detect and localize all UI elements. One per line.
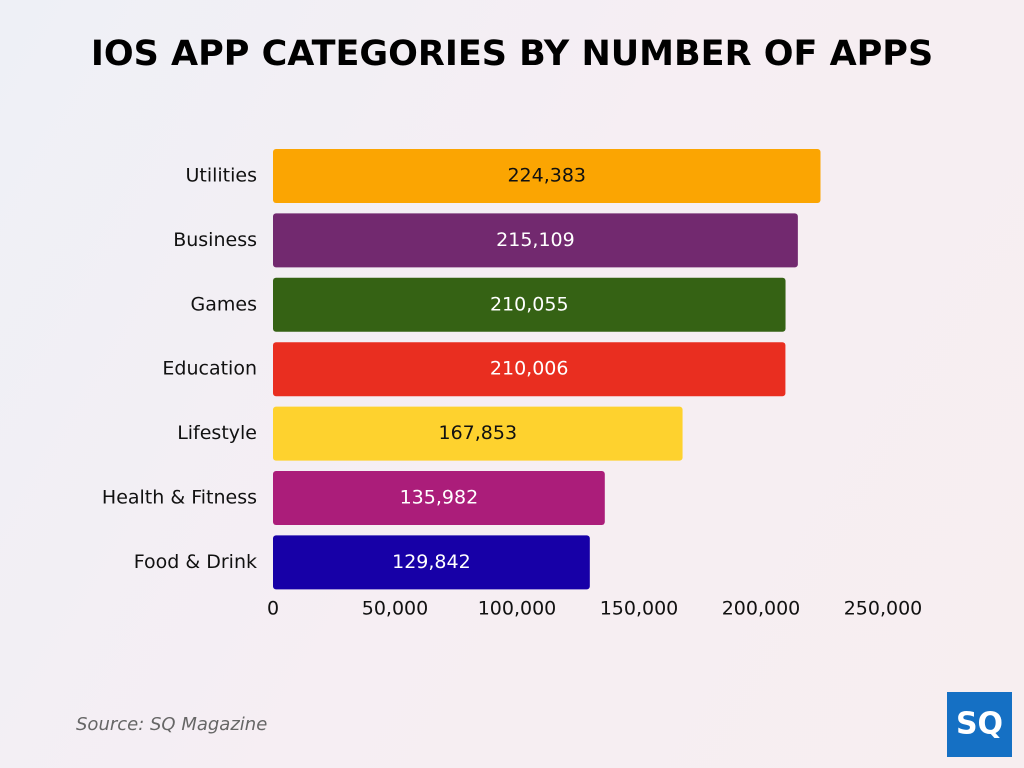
- value-label: 129,842: [392, 551, 471, 573]
- x-tick-label: 250,000: [844, 598, 923, 620]
- bar: [273, 149, 821, 203]
- y-tick-label: Business: [173, 229, 257, 251]
- bar: [273, 342, 786, 397]
- bar: [273, 535, 590, 590]
- value-label: 135,982: [400, 487, 479, 509]
- logo-text: SQ: [956, 707, 1003, 742]
- chart-title: IOS APP CATEGORIES BY NUMBER OF APPS: [91, 34, 933, 74]
- bar: [273, 406, 683, 461]
- value-label: 167,853: [438, 422, 517, 444]
- y-tick-label: Games: [191, 293, 257, 315]
- source-note: Source: SQ Magazine: [76, 714, 267, 735]
- value-label: 210,006: [490, 358, 569, 380]
- logo-box: [947, 692, 1012, 757]
- x-tick-label: 100,000: [478, 598, 557, 620]
- x-tick-label: 150,000: [600, 598, 679, 620]
- value-label: 210,055: [490, 293, 569, 315]
- y-tick-label: Food & Drink: [134, 551, 257, 573]
- y-tick-label: Health & Fitness: [102, 487, 257, 509]
- y-tick-label: Education: [162, 358, 257, 380]
- y-tick-label: Lifestyle: [177, 422, 257, 444]
- value-label: 224,383: [507, 165, 586, 187]
- bar: [273, 277, 786, 332]
- bar: [273, 213, 798, 268]
- x-tick-label: 0: [267, 598, 279, 620]
- x-tick-label: 50,000: [362, 598, 428, 620]
- bar: [273, 471, 605, 525]
- x-tick-label: 200,000: [722, 598, 801, 620]
- value-label: 215,109: [496, 229, 575, 251]
- y-tick-label: Utilities: [185, 165, 257, 187]
